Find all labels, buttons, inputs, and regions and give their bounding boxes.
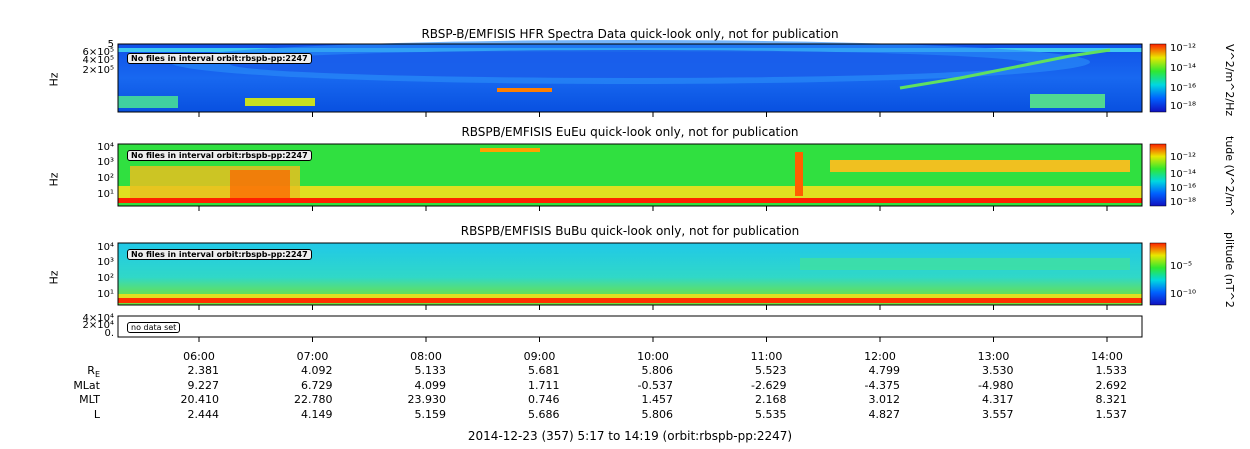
ephemeris-value: 5.806	[641, 408, 674, 421]
ephemeris-value: 20.410	[180, 393, 220, 406]
panel-1-no-files-badge: No files in interval orbit:rbspb-pp:2247	[127, 53, 312, 64]
colorbar-2-tick: 10⁻¹²	[1170, 152, 1197, 163]
ephemeris-value: 6.729	[301, 379, 333, 392]
colorbar-2-title: tude (V^2/m^	[1223, 136, 1236, 217]
ephemeris-row-label: MLT	[79, 393, 100, 406]
colorbar-3-tick: 10⁻⁵	[1170, 261, 1193, 272]
ephemeris-value: 2.381	[187, 364, 220, 377]
time-tick-label: 13:00	[977, 350, 1010, 363]
time-tick-label: 06:00	[183, 350, 215, 363]
time-tick-label: 09:00	[523, 350, 556, 363]
colorbar-2-tick: 10⁻¹⁸	[1170, 197, 1197, 208]
panel-2-ylabel: Hz	[47, 172, 61, 187]
ephemeris-value: 1.711	[528, 379, 560, 392]
footer-interval: 2014-12-23 (357) 5:17 to 14:19 (orbit:rb…	[467, 429, 793, 443]
hfr-colorbar	[1149, 43, 1167, 113]
panel-2-ytick: 10²	[97, 173, 114, 184]
panel-2-ytick: 10⁴	[97, 142, 114, 153]
panel-2-no-files-badge: No files in interval orbit:rbspb-pp:2247	[127, 150, 312, 161]
ephemeris-value: 1.457	[641, 393, 674, 406]
empty-lineplot	[117, 315, 1143, 338]
ephemeris-value: 3.530	[982, 364, 1014, 377]
panel-3-ytick: 10¹	[97, 289, 114, 300]
ephemeris-value: 2.168	[755, 393, 787, 406]
colorbar-1-tick: 10⁻¹⁶	[1170, 83, 1197, 94]
hfr-spectrogram	[117, 40, 1143, 113]
panel-3-ytick: 10³	[97, 257, 114, 268]
colorbar-1-tick: 10⁻¹⁸	[1170, 101, 1197, 112]
panel-4-no-data-badge: no data set	[127, 322, 181, 333]
time-tick-label: 11:00	[750, 350, 783, 363]
ephemeris-value: -0.537	[637, 379, 673, 392]
panel-4-ytick: 4×10⁴	[82, 313, 114, 324]
colorbar-3-title: plitude (nT^2	[1223, 232, 1236, 308]
ephemeris-row-label: MLat	[73, 379, 100, 392]
panel-3-ylabel: Hz	[47, 270, 61, 285]
ephemeris-value: -4.980	[978, 379, 1014, 392]
panel-1-ytick: 6×10⁵	[82, 47, 114, 58]
time-tick-label: 07:00	[296, 350, 329, 363]
panel-1-ylabel: Hz	[47, 72, 61, 87]
ephemeris-value: 1.533	[1095, 364, 1128, 377]
ephemeris-value: 5.523	[755, 364, 787, 377]
panel-4-ytick: 2×10⁴	[82, 320, 114, 331]
bubu-spectrogram	[117, 242, 1143, 306]
ephemeris-value: 4.149	[301, 408, 333, 421]
ephemeris-value: 5.681	[528, 364, 560, 377]
colorbar-1-title: V^2/m^2/Hz	[1223, 44, 1236, 117]
panel-1-title: RBSP-B/EMFISIS HFR Spectra Data quick-lo…	[421, 27, 839, 41]
panel-2-title: RBSPB/EMFISIS EuEu quick-look only, not …	[461, 125, 799, 139]
ephemeris-value: 5.535	[755, 408, 787, 421]
ephemeris-row-label-subscript: E	[94, 370, 100, 380]
panel-1-ytick: 2×10⁵	[82, 65, 114, 76]
ephemeris-value: 9.227	[187, 379, 220, 392]
panel-3-ytick: 10⁴	[97, 242, 114, 253]
ephemeris-value: 5.686	[528, 408, 560, 421]
ephemeris-value: -4.375	[864, 379, 900, 392]
ephemeris-row-label: RE	[87, 364, 100, 380]
colorbar-1-tick: 10⁻¹²	[1170, 43, 1197, 54]
ephemeris-value: 5.133	[414, 364, 447, 377]
colorbar-2-tick: 10⁻¹⁶	[1170, 183, 1197, 194]
ephemeris-value: 4.799	[868, 364, 901, 377]
ephemeris-value: 5.159	[414, 408, 447, 421]
ephemeris-value: 2.444	[187, 408, 220, 421]
panel-3-ytick: 10²	[97, 273, 114, 284]
ephemeris-value: 2.692	[1095, 379, 1128, 392]
colorbar-1-tick: 10⁻¹⁴	[1170, 63, 1197, 74]
ephemeris-value: 5.806	[641, 364, 674, 377]
ephemeris-value: 23.930	[407, 393, 447, 406]
x-axis-ticks	[198, 112, 1108, 342]
ephemeris-value: 4.099	[414, 379, 447, 392]
panel-2-ytick: 10³	[97, 157, 114, 168]
colorbar-2-tick: 10⁻¹⁴	[1170, 169, 1197, 180]
time-tick-label: 12:00	[864, 350, 896, 363]
ephemeris-value: 22.780	[294, 393, 333, 406]
ephemeris-value: 4.827	[868, 408, 901, 421]
ephemeris-value: 3.557	[982, 408, 1014, 421]
eueu-colorbar	[1149, 143, 1167, 207]
panel-1-ytick: 4×10⁵	[82, 55, 114, 66]
ephemeris-value: 3.012	[868, 393, 901, 406]
ephemeris-value: 0.746	[528, 393, 560, 406]
ephemeris-value: 8.321	[1095, 393, 1128, 406]
ephemeris-value: 4.317	[982, 393, 1014, 406]
panel-2-ytick: 10¹	[97, 189, 114, 200]
ephemeris-value: -2.629	[751, 379, 787, 392]
colorbar-3-tick: 10⁻¹⁰	[1170, 289, 1197, 300]
ephemeris-value: 1.537	[1095, 408, 1128, 421]
time-tick-label: 10:00	[637, 350, 669, 363]
ephemeris-row-label: L	[93, 408, 100, 421]
panel-3-no-files-badge: No files in interval orbit:rbspb-pp:2247	[127, 249, 312, 260]
bubu-colorbar	[1149, 242, 1167, 306]
panel-1-ytick: 5	[107, 39, 114, 50]
panel-4-ytick: 0.	[104, 328, 114, 339]
time-tick-label: 08:00	[410, 350, 442, 363]
ephemeris-value: 4.092	[301, 364, 333, 377]
time-tick-label: 14:00	[1091, 350, 1123, 363]
panel-3-title: RBSPB/EMFISIS BuBu quick-look only, not …	[460, 224, 800, 238]
